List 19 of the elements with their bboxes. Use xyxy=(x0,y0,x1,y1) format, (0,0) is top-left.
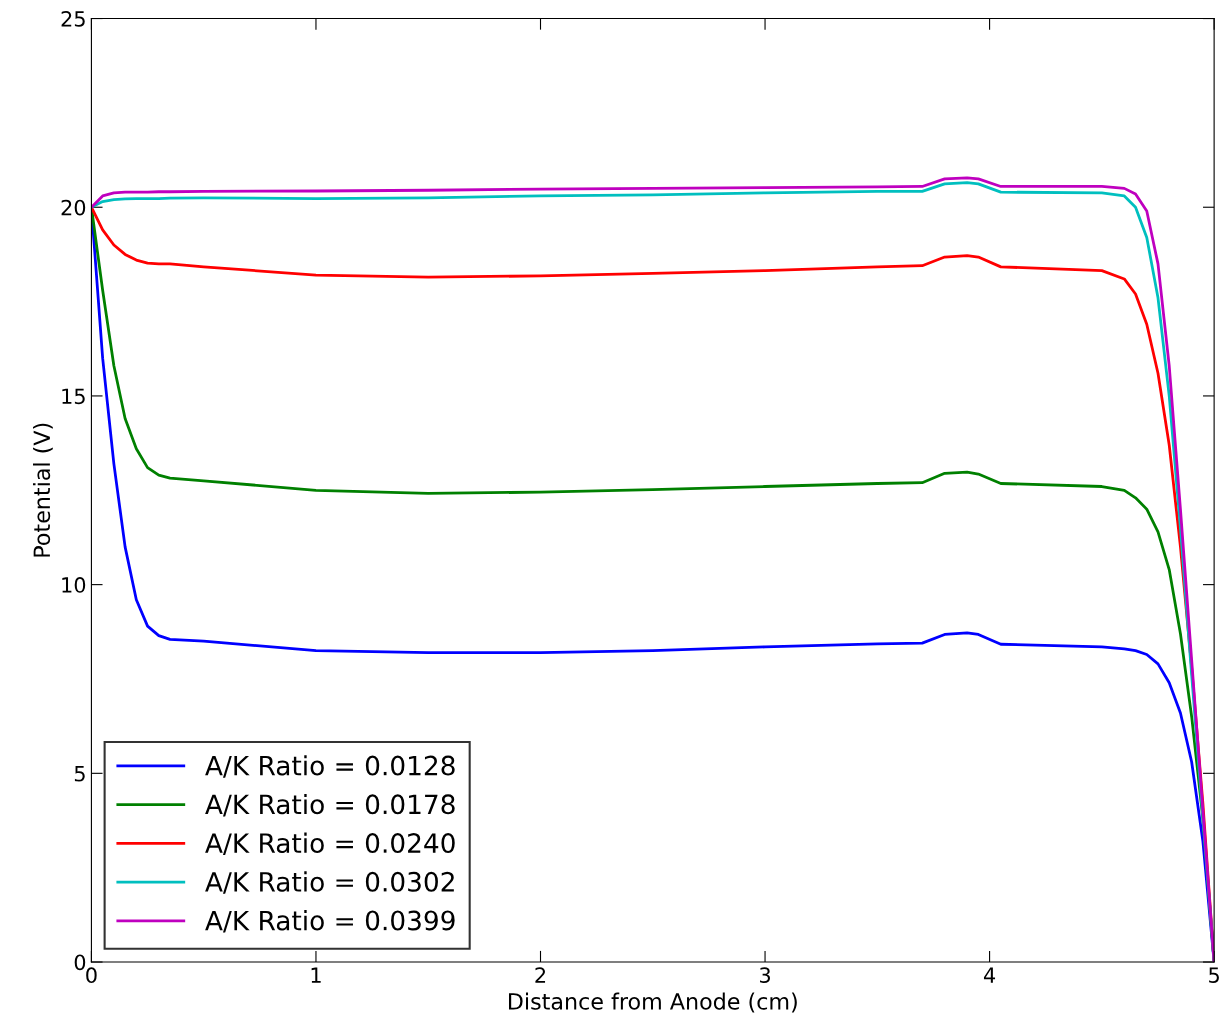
x-axis-title: Distance from Anode (cm) xyxy=(508,992,797,1013)
legend-label: A/K Ratio = 0.0240 xyxy=(205,832,455,856)
y-tick-label: 5 xyxy=(74,766,85,782)
y-tick-label: 10 xyxy=(62,577,86,593)
x-tick-label: 2 xyxy=(535,967,546,983)
legend-label: A/K Ratio = 0.0128 xyxy=(205,755,455,778)
x-tick-label: 0 xyxy=(86,967,97,984)
x-tick-label: 4 xyxy=(983,967,996,983)
legend-label: A/K Ratio = 0.0399 xyxy=(205,910,455,933)
y-tick-label: 0 xyxy=(74,954,86,971)
x-tick-label: 3 xyxy=(760,967,770,984)
y-axis-title: Potential (V) xyxy=(32,423,53,557)
y-tick-label: 15 xyxy=(62,388,85,405)
x-tick-label: 5 xyxy=(1209,967,1219,984)
x-tick-label: 1 xyxy=(311,967,321,983)
y-tick-label: 20 xyxy=(61,199,86,216)
legend-label: A/K Ratio = 0.0302 xyxy=(205,871,454,894)
y-tick-label: 25 xyxy=(61,10,85,27)
legend-label: A/K Ratio = 0.0178 xyxy=(205,793,455,817)
